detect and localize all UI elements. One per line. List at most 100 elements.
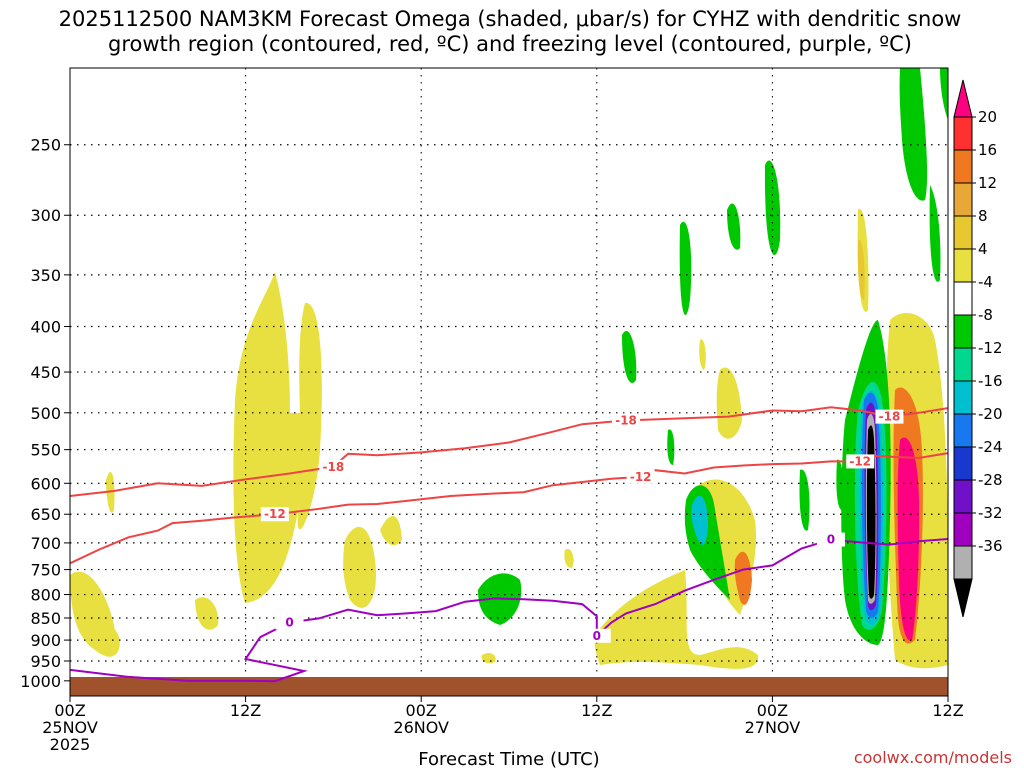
colorbar-label-9: -20 [978,405,1003,423]
x-tick-label-1-1: 12Z [230,701,261,720]
colorbar-swatch-10 [953,413,973,448]
colorbar-swatch-3 [953,182,973,217]
x-tick-label-2-1: 00Z [406,701,437,720]
omega-shaded-region-37 [564,549,574,568]
contour-label-2-2: -12 [630,470,652,484]
colorbar-swatch-9 [953,380,973,415]
y-tick-label-650: 650 [30,505,61,524]
contour-label-bg-1-3 [875,409,904,424]
y-tick-label-600: 600 [30,474,61,493]
x-tick-label-0-1: 00Z [54,701,85,720]
colorbar-top-arrow [953,79,973,118]
contour-label-bg-2-2 [626,469,655,484]
contour-label-1-3: -18 [879,410,901,424]
plot-frame [69,67,949,697]
colorbar-label-12: -32 [978,504,1003,522]
contour-label-1-1: -18 [323,460,345,474]
omega-shading [70,68,948,669]
colorbar-swatch-7 [953,314,973,349]
omega-shaded-region-13 [622,331,637,383]
contour-label-bg-2-3 [846,454,875,469]
contour-label-3-2: 0 [593,629,601,643]
y-tick-label-450: 450 [30,363,61,382]
y-tick-label-800: 800 [30,586,61,605]
contour-label-3-3: 0 [827,533,835,547]
y-axis: 250 300 350 400 450 500 550 600 650 700 750 800 850 9… [20,136,70,691]
contour-label-bg-3-1 [275,615,304,630]
omega-shaded-region-2 [195,597,219,630]
contour-label-2-1: -12 [264,507,286,521]
x-tick-label-5-1: 12Z [932,701,963,720]
omega-shaded-region-4 [343,526,376,608]
contour-line-3 [69,538,949,683]
colorbar-swatch-13 [953,512,973,547]
colorbar-swatch-4 [953,215,973,250]
colorbar-bottom-arrow [953,578,973,618]
omega-shaded-region-33 [836,459,845,511]
omega-shaded-region-12 [716,367,742,439]
y-tick-label-300: 300 [30,206,61,225]
contour-label-bg-3-3 [816,532,845,547]
colorbar-swatch-12 [953,479,973,514]
chart-title-line-2: growth region (contoured, red, ºC) and f… [108,32,912,56]
x-tick-label-4-1: 00Z [757,701,788,720]
colorbar-swatch-1 [953,116,973,151]
ground-surface [70,677,948,696]
omega-shaded-region-34 [667,429,675,465]
omega-shaded-region-32 [799,469,810,531]
contour-line-2 [69,452,949,565]
y-tick-label-700: 700 [30,534,61,553]
omega-shaded-region-36 [481,652,496,664]
y-tick-label-1000: 1000 [20,672,61,691]
omega-shaded-region-31 [866,425,876,599]
x-tick-label-4-2: 27NOV [745,718,801,737]
omega-shaded-region-16 [764,160,781,256]
colorbar-swatch-8 [953,347,973,382]
colorbar-label-13: -36 [978,537,1003,555]
x-tick-label-0-3: 2025 [50,735,91,754]
colorbar-label-0: 20 [978,108,997,126]
omega-shaded-region-17 [899,68,928,201]
chart-title-line-1: 2025112500 NAM3KM Forecast Omega (shaded… [59,7,962,31]
y-tick-label-500: 500 [30,404,61,423]
x-tick-label-3-1: 12Z [581,701,612,720]
colorbar: 20 16 12 8 4 -4 -8 -12 -16 -20 -24 -28 -32 -36 [953,79,1003,618]
omega-shaded-region-11 [734,551,752,605]
omega-shaded-region-7 [594,570,759,669]
x-tick-label-0-2: 25NOV [42,718,98,737]
colorbar-label-5: -4 [978,273,993,291]
x-tick-label-2-2: 26NOV [393,718,449,737]
omega-shaded-region-5 [380,516,402,546]
colorbar-label-3: 8 [978,207,988,225]
contour-label-2-3: -12 [849,454,871,468]
y-tick-label-900: 900 [30,631,61,650]
contour-line-1 [69,406,949,497]
y-tick-label-550: 550 [30,441,61,460]
omega-shaded-region-10 [691,495,708,545]
temperature-contours: -18 -18 -18 -12 -12 -12 0 0 0 [69,406,949,683]
y-tick-label-850: 850 [30,609,61,628]
colorbar-swatch-2 [953,149,973,184]
omega-shaded-region-14 [679,221,692,316]
colorbar-label-6: -8 [978,306,993,324]
y-tick-label-950: 950 [30,652,61,671]
y-tick-label-400: 400 [30,317,61,336]
contour-label-1-2: -18 [615,413,637,427]
omega-shaded-region-18 [929,185,941,282]
colorbar-label-2: 12 [978,174,997,192]
colorbar-label-8: -16 [978,372,1003,390]
contour-label-bg-1-2 [612,413,641,428]
colorbar-label-11: -28 [978,471,1003,489]
omega-shaded-region-1 [70,571,120,657]
y-tick-label-750: 750 [30,561,61,580]
credit-text: coolwx.com/models [854,748,1012,767]
omega-shaded-region-35 [699,339,706,370]
y-tick-label-250: 250 [30,136,61,155]
colorbar-swatch-5 [953,248,973,283]
contour-label-3-1: 0 [285,616,293,630]
omega-shaded-region-19 [940,68,948,120]
contour-label-bg-2-1 [260,507,289,522]
omega-shaded-region-21 [857,239,865,300]
